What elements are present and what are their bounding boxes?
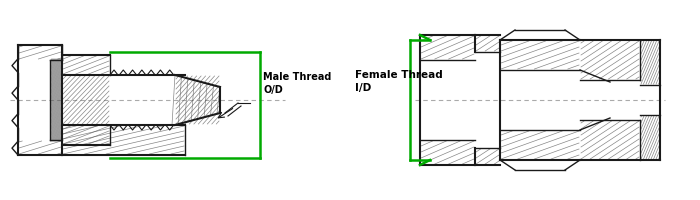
Text: Female Thread: Female Thread [355,70,442,80]
Text: I/D: I/D [355,83,371,93]
Text: Male Thread: Male Thread [263,72,331,82]
Text: O/D: O/D [263,85,283,95]
